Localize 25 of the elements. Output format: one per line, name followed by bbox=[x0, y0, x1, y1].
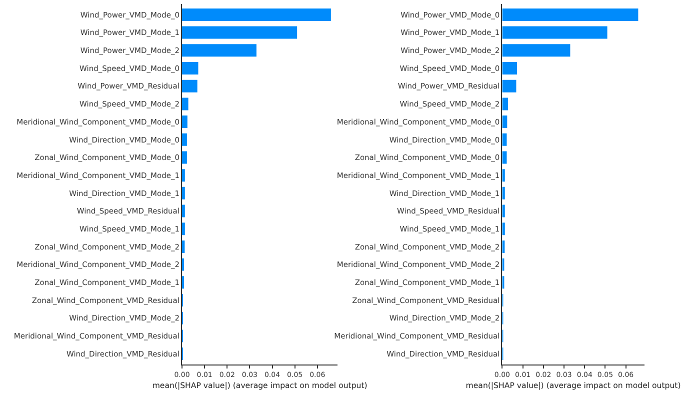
bar bbox=[182, 240, 185, 253]
bar bbox=[182, 169, 185, 182]
bar bbox=[502, 80, 516, 92]
bar bbox=[502, 186, 505, 200]
bar bbox=[502, 204, 505, 218]
bar bbox=[502, 44, 570, 57]
bar bbox=[182, 186, 185, 200]
bar bbox=[182, 98, 188, 110]
bar bbox=[502, 222, 505, 236]
bar bbox=[182, 8, 331, 21]
bar bbox=[502, 26, 608, 39]
bar bbox=[502, 116, 508, 128]
bar bbox=[182, 62, 198, 74]
bar bbox=[182, 204, 185, 218]
bar bbox=[502, 8, 638, 21]
bar bbox=[182, 44, 256, 57]
bar bbox=[182, 80, 198, 92]
bar bbox=[182, 222, 185, 236]
bar bbox=[182, 151, 187, 164]
bar bbox=[182, 133, 187, 146]
bar bbox=[182, 116, 188, 128]
bar bbox=[502, 62, 518, 74]
bar bbox=[502, 169, 505, 182]
bar bbox=[182, 26, 298, 39]
bar bbox=[502, 98, 508, 110]
